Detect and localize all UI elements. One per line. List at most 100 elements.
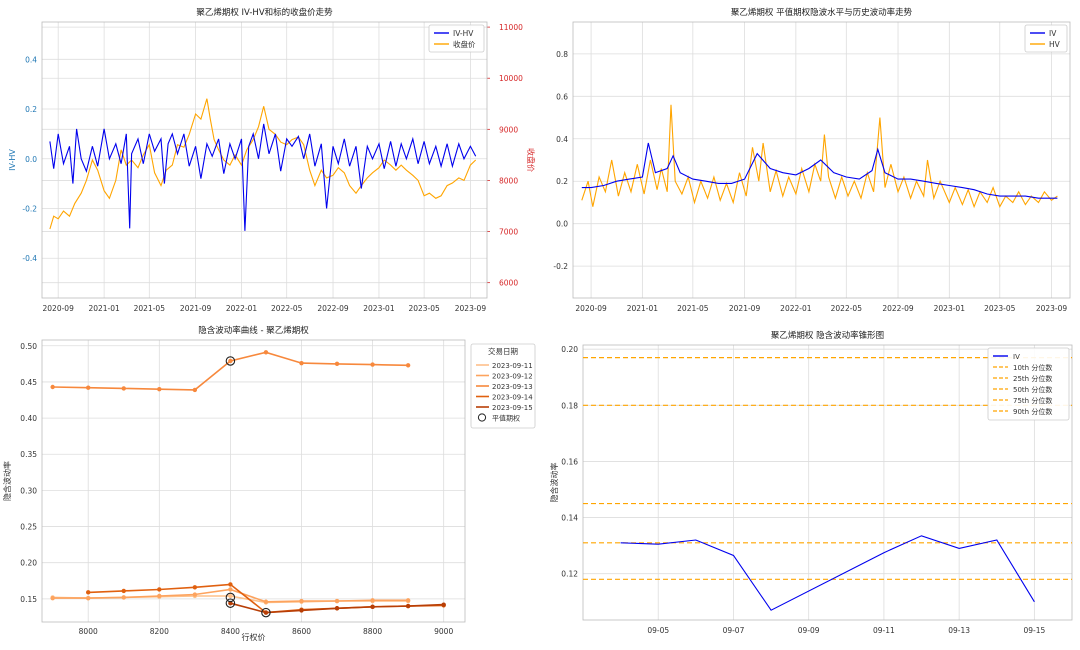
y-axis-label: 隐含波动率 [2,461,12,501]
plot-frame [41,339,466,623]
x-tick-label: 2023-05 [408,304,440,313]
smile-point [299,360,304,366]
y-axis-label: 隐含波动率 [549,463,559,503]
smile-point [228,358,233,364]
x-tick-label: 8600 [292,627,311,636]
legend-box [428,24,485,53]
y-tick-label: 0.8 [556,50,568,59]
legend-label: 2023-09-12 [492,373,533,381]
smile-point [50,595,55,601]
legend-label: HV [1049,40,1061,49]
smile-point [157,386,162,392]
x-tick-label: 2020-09 [575,304,607,313]
smile-point [405,598,411,603]
y-tick-label: 0.20 [20,559,37,568]
x-tick-label: 09-11 [873,626,895,635]
legend-label: 75th 分位数 [1013,396,1052,405]
legend-label: 2023-09-15 [492,404,533,412]
y-tick-label: 0.12 [561,570,578,579]
smile-point [192,387,198,393]
y2-axis-label: 收盘价 [526,148,536,172]
x-tick-label: 2023-01 [934,304,966,313]
y2-tick-label: 10000 [499,74,523,83]
legend-label: 2023-09-13 [492,383,533,391]
y2-tick-label: 7000 [499,228,518,237]
smile-point [370,604,375,610]
x-tick-label: 2021-09 [180,304,212,313]
y-tick-label: 0.0 [25,155,37,164]
y-tick-label: 0.4 [25,55,37,64]
series-iv-line [620,535,1035,611]
chart-1: 2020-09 2021-01 2021-05 2021-09 2022-01 2022-… [8,7,536,313]
chart-2: 2020-09 2021-01 2021-05 2021-09 2022-01 2022-… [553,7,1071,313]
y-tick-label: 0.16 [561,457,578,466]
x-tick-label: 09-07 [723,626,745,635]
x-tick-label: 2023-05 [984,304,1016,313]
atm-marker [225,592,236,603]
y-tick-label: 0.0 [556,220,568,229]
smile-point [263,350,269,355]
legend-label: IV [1049,29,1057,38]
x-tick-label: 2020-09 [43,304,75,313]
y2-tick-label: 11000 [499,23,523,32]
chart-title: 聚乙烯期权 平值期权隐波水平与历史波动率走势 [731,7,913,18]
atm-marker [225,598,236,608]
y-tick-label: 0.30 [20,486,37,495]
legend-label: IV [1013,353,1020,361]
x-tick-label: 2022-05 [831,304,863,313]
atm-marker [261,607,271,618]
smile-point [157,587,162,592]
y-tick-label: 0.18 [561,401,578,410]
y-tick-label: 0.20 [561,345,578,354]
y-tick-label: 0.25 [20,523,37,532]
series-iv-line [581,142,1058,199]
y-tick-label: 0.35 [20,450,37,459]
x-tick-label: 8200 [150,627,169,636]
smile-point [334,361,340,367]
chart-title: 隐含波动率曲线 - 聚乙烯期权 [198,325,309,336]
x-tick-label: 09-09 [798,626,820,635]
legend-atm-marker [477,413,487,422]
legend-box [1024,24,1068,53]
smile-point [50,384,55,390]
smile-point [334,598,340,604]
smile-point [121,595,126,600]
x-axis-label: 行权价 [242,632,266,642]
y-tick-label: 0.14 [561,514,578,523]
smile-point [263,610,269,615]
smile-point [86,595,91,601]
y-tick-label: 0.2 [25,105,37,114]
x-tick-label: 2021-05 [134,304,166,313]
smile-point [370,362,375,367]
y-tick-label: 0.2 [556,177,568,186]
y-tick-label: 0.4 [556,135,568,144]
chart-3: 8000 8200 8400 8600 8800 9000 0.15 0.20 0.25 0.30… [2,325,536,642]
smile-point [192,585,198,590]
x-tick-label: 09-05 [647,626,669,635]
x-tick-label: 2021-01 [88,304,120,313]
smile-point [228,587,233,592]
smile-point [441,602,446,607]
smile-point [157,593,162,599]
legend-label: 收盘价 [453,39,476,49]
y-tick-label: 0.15 [20,595,37,604]
series-hv-line [581,104,1058,209]
smile-point [121,588,126,594]
x-tick-label: 9000 [434,627,453,636]
chart-title: 聚乙烯期权 IV-HV和标的收盘价走势 [196,7,333,18]
y-tick-label: 0.40 [20,414,37,423]
legend-box [987,347,1070,421]
legend-label: 25th 分位数 [1013,374,1052,383]
x-tick-label: 2021-01 [627,304,659,313]
y-tick-label: -0.4 [22,254,37,263]
chart-4: 09-05 09-07 09-09 09-11 09-13 09-15 0.12 0.14 0.… [549,330,1073,635]
atm-marker [225,356,236,366]
y2-tick-label: 9000 [499,125,518,134]
legend-label: 90th 分位数 [1013,407,1052,416]
y-tick-label: 0.50 [20,342,37,351]
y-tick-label: -0.2 [553,262,568,271]
y-tick-label: 0.6 [556,92,568,101]
y2-tick-label: 6000 [499,279,518,288]
